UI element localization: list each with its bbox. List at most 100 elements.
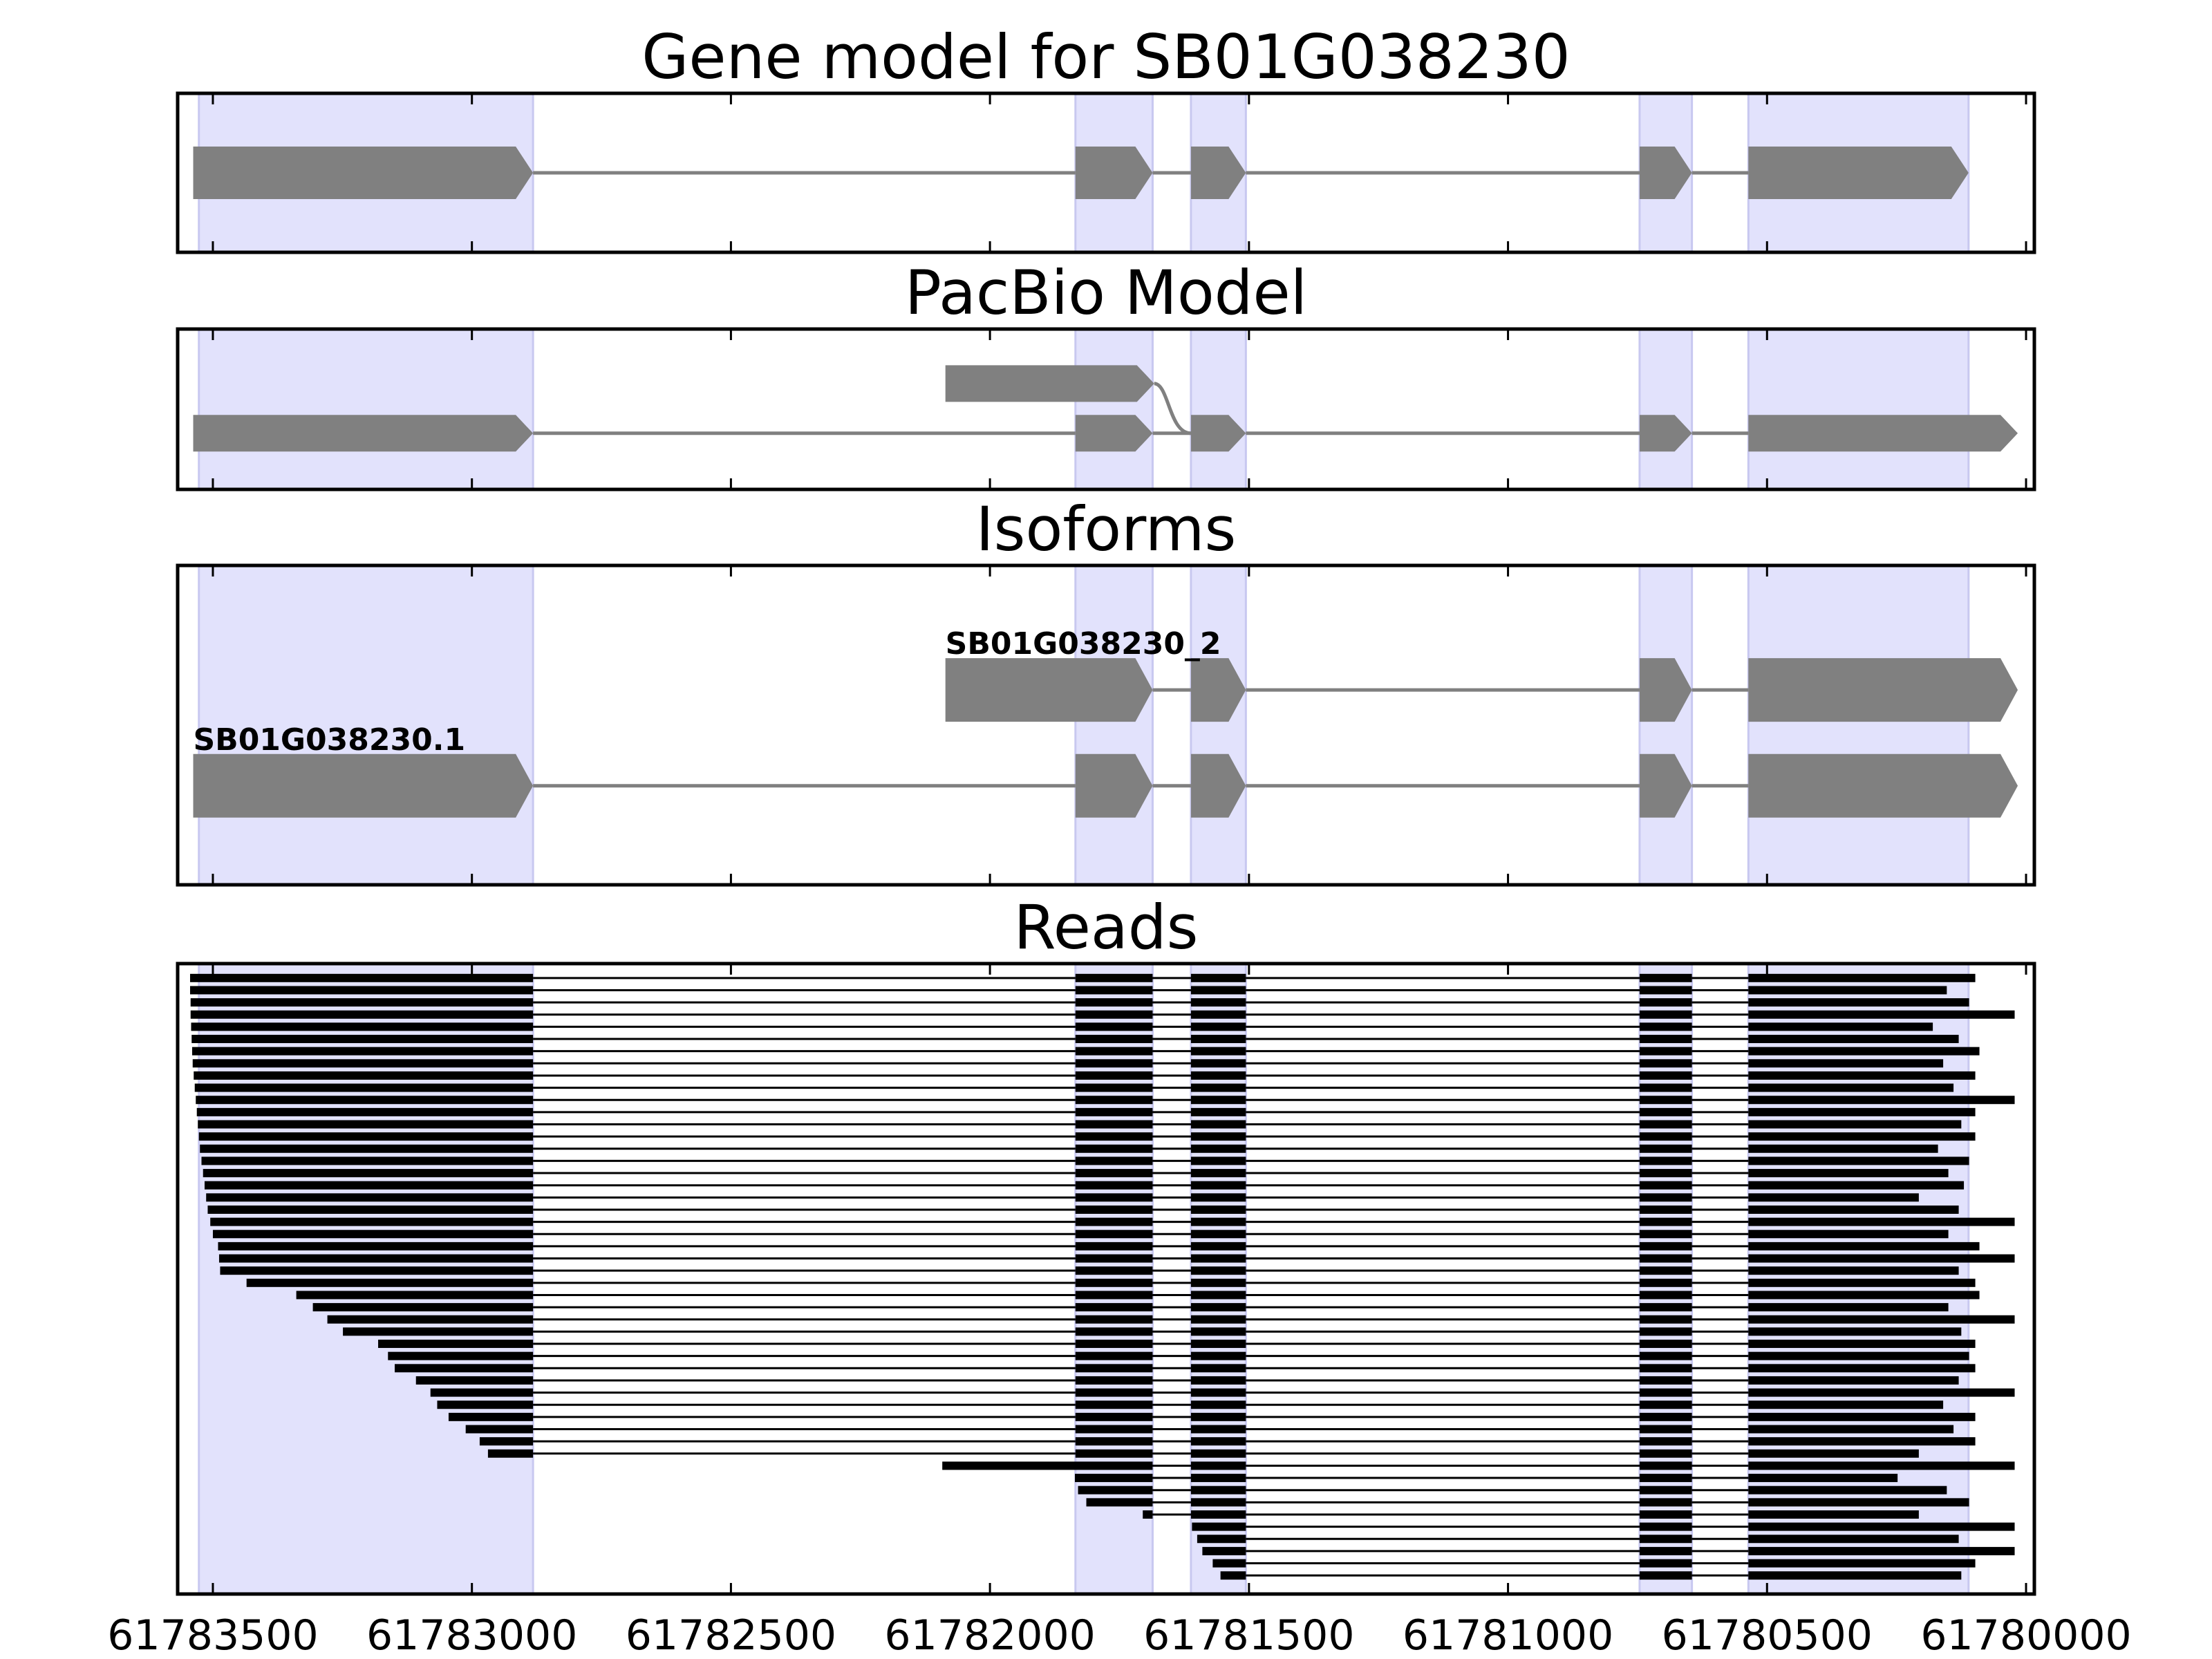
- read-exon: [1075, 1047, 1153, 1056]
- read-exon: [190, 1010, 534, 1019]
- read-exon: [1075, 1254, 1153, 1263]
- read-exon: [1190, 1120, 1246, 1129]
- read-exon: [1748, 1047, 1980, 1056]
- read-exon: [1190, 998, 1246, 1007]
- read-exon: [1748, 1022, 1933, 1031]
- read-exon: [1639, 1181, 1692, 1190]
- read-exon: [1748, 1449, 1919, 1458]
- read-exon: [200, 1144, 534, 1153]
- read-exon: [191, 1047, 534, 1056]
- read-exon: [1075, 1059, 1153, 1068]
- read-exon: [1202, 1546, 1246, 1555]
- exon-highlight: [198, 328, 534, 491]
- read-exon: [1748, 1546, 2015, 1555]
- read-exon: [1143, 1510, 1153, 1519]
- read-exon: [1075, 1107, 1153, 1116]
- read-exon: [312, 1303, 534, 1312]
- read-exon: [1075, 1205, 1153, 1214]
- read-exon: [194, 1083, 534, 1092]
- read-exon: [1639, 1412, 1692, 1421]
- read-exon: [1748, 973, 1976, 982]
- read-exon: [1639, 1498, 1692, 1507]
- exon: [1190, 415, 1246, 452]
- exon: [1639, 147, 1692, 199]
- read-exon: [1748, 1169, 1949, 1178]
- exon: [1748, 753, 2018, 818]
- read-exon: [1190, 1132, 1246, 1141]
- read-exon: [1075, 1010, 1153, 1019]
- read-exon: [1190, 1217, 1246, 1226]
- read-exon: [1639, 1351, 1692, 1360]
- read-exon: [1639, 1437, 1692, 1446]
- panel-title: Reads: [1014, 892, 1199, 963]
- read-exon: [1748, 1181, 1965, 1190]
- splice-curve: [1154, 382, 1192, 435]
- read-exon: [1075, 1449, 1153, 1458]
- panel: Gene model for SB01G038230: [176, 21, 2036, 254]
- read-exon: [1075, 1193, 1153, 1202]
- read-exon: [1190, 1059, 1246, 1068]
- read-exon: [207, 1205, 534, 1214]
- read-exon: [415, 1376, 534, 1385]
- read-exon: [1075, 1303, 1153, 1312]
- read-exon: [1075, 1364, 1153, 1373]
- read-exon: [1212, 1559, 1246, 1568]
- read-exon: [246, 1278, 534, 1287]
- exon: [1639, 658, 1692, 722]
- read-exon: [1639, 1120, 1692, 1129]
- read-exon: [218, 1241, 534, 1250]
- read-exon: [1748, 1071, 1976, 1080]
- read-exon: [1748, 1291, 1980, 1300]
- isoform-label: SB01G038230_2: [946, 626, 1221, 662]
- read-exon: [1748, 1474, 1898, 1483]
- read-exon: [1075, 986, 1153, 995]
- exon: [1639, 415, 1692, 452]
- read-exon: [465, 1425, 534, 1434]
- read-exon: [1190, 1278, 1246, 1287]
- read-exon: [1190, 1193, 1246, 1202]
- x-tick-label: 61783500: [107, 1611, 318, 1659]
- read-exon: [1190, 1083, 1246, 1092]
- read-exon: [1639, 1071, 1692, 1080]
- read-exon: [1190, 1449, 1246, 1458]
- read-exon: [1075, 1230, 1153, 1239]
- exon-highlight: [1747, 564, 1970, 886]
- read-exon: [196, 1096, 534, 1105]
- read-exon: [1086, 1498, 1153, 1507]
- x-tick-label: 61783000: [366, 1611, 577, 1659]
- read-exon: [1075, 1266, 1153, 1275]
- read-exon: [1075, 1400, 1153, 1409]
- read-exon: [1748, 1278, 1976, 1287]
- read-exon: [1190, 1400, 1246, 1409]
- read-exon: [1748, 1485, 1947, 1494]
- read-exon: [1748, 1254, 2015, 1263]
- panel-frame: [176, 962, 2036, 1596]
- read-exon: [395, 1364, 534, 1373]
- read-exon: [1639, 1376, 1692, 1385]
- read-exon: [1639, 1510, 1692, 1519]
- read-exon: [1639, 1303, 1692, 1312]
- read-exon: [1748, 1340, 1976, 1349]
- x-tick-label: 61782500: [626, 1611, 836, 1659]
- read-exon: [1748, 1498, 1969, 1507]
- read-exon: [1639, 1388, 1692, 1397]
- exon: [1748, 658, 2018, 722]
- read-exon: [204, 1181, 534, 1190]
- read-exon: [1190, 1169, 1246, 1178]
- exon: [1190, 147, 1246, 199]
- read-exon: [1639, 1230, 1692, 1239]
- read-exon: [1639, 1461, 1692, 1470]
- read-exon: [1075, 1096, 1153, 1105]
- read-exon: [1075, 1291, 1153, 1300]
- exon: [1190, 658, 1246, 722]
- read-exon: [1639, 973, 1692, 982]
- read-exon: [1190, 1327, 1246, 1336]
- read-exon: [1190, 1340, 1246, 1349]
- read-exon: [1075, 1022, 1153, 1031]
- exon: [1748, 147, 1969, 199]
- read-exon: [1639, 1364, 1692, 1373]
- read-exon: [1748, 1156, 1969, 1165]
- read-exon: [1190, 1241, 1246, 1250]
- read-exon: [1639, 1327, 1692, 1336]
- read-exon: [1639, 1107, 1692, 1116]
